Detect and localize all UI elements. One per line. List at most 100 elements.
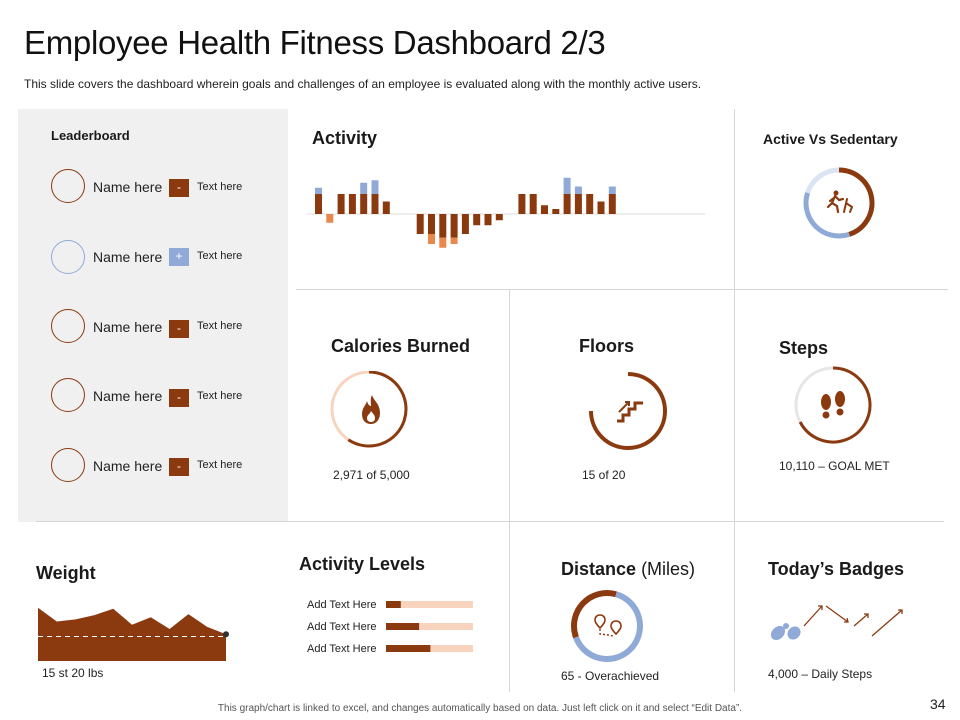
activity-bar: [371, 194, 379, 214]
activity-bar: [529, 194, 537, 214]
activity-bar: [348, 194, 356, 214]
activity-chart: [307, 177, 705, 248]
activity-bar: [450, 237, 458, 244]
active-sedentary-chart: [803, 167, 875, 239]
active-sedentary-donut: [803, 167, 875, 239]
badges-value: 4,000 – Daily Steps: [768, 667, 873, 681]
floors-chart: [589, 372, 667, 450]
activity-level-label: Add Text Here: [307, 621, 377, 633]
activity-bar: [326, 214, 334, 223]
minus-badge: -: [169, 458, 189, 476]
weight-chart: [38, 607, 229, 661]
avatar: [51, 448, 85, 482]
plus-badge: +: [169, 248, 189, 266]
floors-value: 15 of 20: [582, 468, 626, 482]
activity-levels-bars: [386, 601, 473, 652]
donut-slice: [573, 591, 643, 662]
minus-badge: -: [169, 389, 189, 407]
leader-text: Text here: [197, 390, 243, 402]
steps-title: Steps: [779, 338, 829, 358]
distance-title: Distance (Miles): [561, 559, 695, 580]
distance-donut: [571, 590, 643, 662]
leaderboard-title: Leaderboard: [51, 128, 130, 143]
divider: [509, 289, 510, 522]
activity-bar: [608, 186, 616, 194]
donut-slice: [803, 192, 850, 239]
stairs-icon: [617, 401, 643, 423]
avatar: [51, 378, 85, 412]
footprints-icon: [821, 391, 845, 419]
activity-bar: [563, 177, 571, 194]
leader-name: Name here: [93, 249, 163, 265]
leader-name: Name here: [93, 179, 163, 195]
leader-name: Name here: [93, 319, 163, 335]
footprints-icon: [770, 623, 801, 641]
avatar: [51, 169, 85, 203]
active-vs-sedentary-title: Active Vs Sedentary: [763, 131, 898, 147]
distance-value: 65 - Overachieved: [561, 669, 660, 683]
avatar: [51, 240, 85, 274]
badges-graphic: [770, 605, 903, 641]
activity-bar: [597, 201, 605, 214]
calories-title: Calories Burned: [331, 336, 471, 356]
activity-bar: [428, 234, 435, 244]
activity-bar: [473, 214, 481, 226]
distance-title-text: Distance: [561, 559, 637, 579]
activity-bar: [360, 182, 368, 194]
map-route-icon: [594, 614, 622, 637]
activity-bar: [315, 194, 322, 214]
donut-slice: [805, 167, 840, 194]
activity-bar: [428, 214, 435, 234]
leader-name: Name here: [93, 388, 163, 404]
leader-name: Name here: [93, 458, 163, 474]
steps-value: 10,110 – GOAL MET: [779, 459, 890, 473]
footer-note: This graph/chart is linked to excel, and…: [217, 703, 743, 714]
weight-last-point: [223, 631, 229, 638]
activity-bar: [563, 194, 571, 214]
calories-value: 2,971 of 5,000: [333, 468, 410, 482]
leader-text: Text here: [197, 320, 243, 332]
steps-donut: [794, 366, 872, 444]
minus-badge: -: [169, 320, 189, 338]
activity-bar: [360, 194, 368, 214]
activity-level-bar: [386, 623, 420, 630]
activity-bar: [371, 180, 379, 194]
activity-bar: [337, 194, 345, 214]
divider: [734, 109, 735, 522]
divider: [509, 522, 510, 692]
minus-badge: -: [169, 179, 189, 197]
running-person-icon: [826, 190, 854, 214]
donut-slice: [571, 590, 617, 639]
activity-level-bar: [386, 645, 431, 652]
activity-bar: [608, 194, 616, 214]
divider: [296, 289, 948, 290]
donut-slice: [838, 167, 875, 237]
calories-donut: [330, 371, 408, 448]
weight-title: Weight: [36, 563, 96, 583]
distance-unit: (Miles): [641, 559, 696, 579]
activity-bar: [315, 187, 322, 194]
activity-level-label: Add Text Here: [307, 599, 377, 611]
activity-bar: [382, 201, 390, 214]
activity-bar: [518, 194, 526, 214]
page-number: 34: [930, 696, 946, 712]
activity-level-track: [386, 623, 473, 630]
weight-area: [38, 607, 226, 661]
activity-bar: [461, 214, 469, 234]
badges-title: Today’s Badges: [768, 559, 905, 579]
activity-level-track: [386, 601, 473, 608]
calories-chart: [330, 371, 408, 448]
activity-bar: [439, 237, 447, 248]
avatar: [51, 309, 85, 343]
activity-bar: [574, 186, 582, 194]
activity-levels-title: Activity Levels: [299, 554, 426, 574]
leader-text: Text here: [197, 459, 243, 471]
page-subtitle: This slide covers the dashboard wherein …: [24, 77, 702, 91]
activity-title: Activity: [312, 128, 378, 148]
activity-bar: [416, 214, 424, 234]
activity-levels-chart: [386, 601, 473, 652]
steps-chart: [794, 366, 872, 444]
activity-bar: [574, 194, 582, 214]
weight-value: 15 st 20 lbs: [42, 666, 104, 680]
floors-donut: [589, 372, 667, 450]
